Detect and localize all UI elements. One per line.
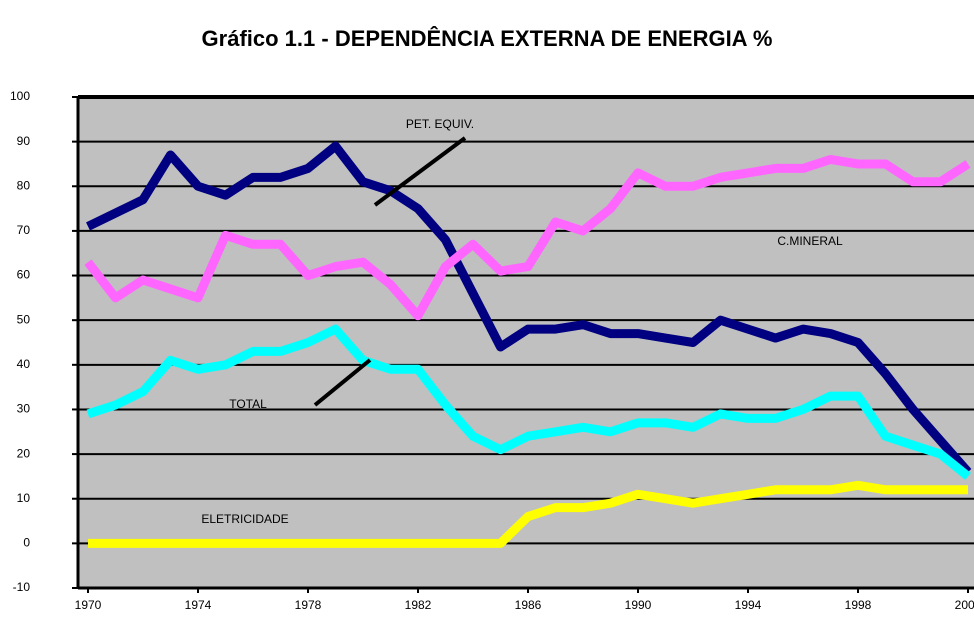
chart-title: Gráfico 1.1 - DEPENDÊNCIA EXTERNA DE ENE… — [202, 26, 773, 51]
line-series — [88, 480, 968, 548]
line-series — [84, 154, 971, 321]
x-tick-label: 1990 — [625, 598, 652, 612]
pointer — [313, 358, 372, 407]
y-tick-label: -10 — [13, 580, 31, 594]
x-tick-label: 1970 — [75, 598, 102, 612]
y-tick-label: 30 — [17, 402, 31, 416]
y-tick-label: 50 — [17, 312, 31, 326]
series-label: C.MINERAL — [777, 234, 843, 248]
x-tick-label: 2002 — [955, 598, 974, 612]
plot-area — [78, 97, 974, 588]
y-tick-label: 20 — [17, 446, 31, 460]
y-tick-label: 90 — [17, 134, 31, 148]
x-tick-label: 1982 — [405, 598, 432, 612]
x-tick-label: 1994 — [735, 598, 762, 612]
x-tick-label: 1978 — [295, 598, 322, 612]
y-tick-label: 60 — [17, 268, 31, 282]
line-series — [86, 141, 972, 475]
series-label: ELETRICIDADE — [201, 512, 288, 526]
y-tick-label: 40 — [17, 357, 31, 371]
series-label: PET. EQUIV. — [406, 117, 474, 131]
x-tick-label: 1974 — [185, 598, 212, 612]
y-tick-label: 0 — [23, 536, 30, 550]
y-tick-label: 70 — [17, 223, 31, 237]
x-tick-label: 1998 — [845, 598, 872, 612]
series-label: TOTAL — [229, 397, 267, 411]
x-tick-label: 1986 — [515, 598, 542, 612]
line-series — [86, 324, 971, 480]
y-tick-label: 80 — [17, 178, 31, 192]
y-tick-label: 100 — [10, 89, 30, 103]
pointer — [373, 136, 467, 207]
y-tick-label: 10 — [17, 491, 31, 505]
